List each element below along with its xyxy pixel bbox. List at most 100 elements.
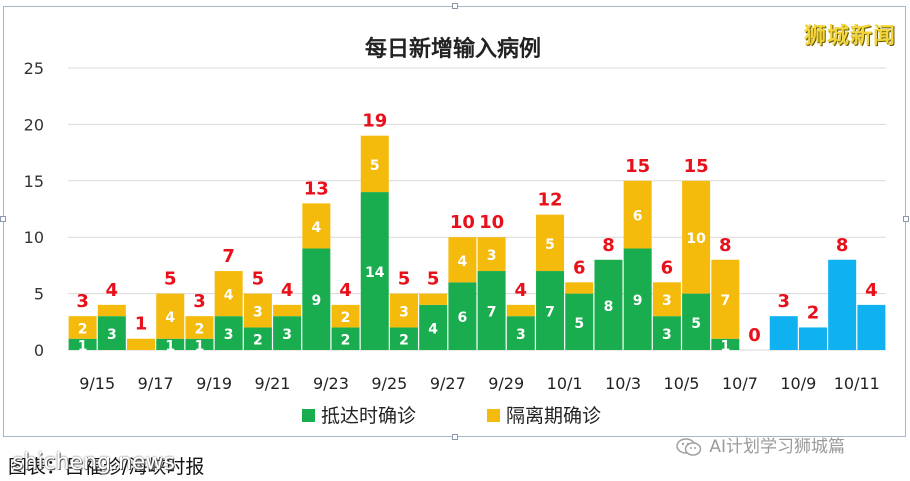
x-tick-label: 9/25 [371, 374, 407, 393]
segment-label-arrival: 3 [282, 327, 292, 343]
segment-label-arrival: 9 [311, 293, 321, 309]
segment-label-arrival: 1 [720, 338, 730, 354]
total-label: 4 [106, 280, 119, 301]
bar-recent [798, 327, 827, 350]
segment-label-quarantine: 2 [341, 310, 351, 326]
segment-label-arrival: 9 [633, 293, 643, 309]
total-label: 3 [193, 291, 206, 312]
segment-label-arrival: 3 [107, 327, 117, 343]
bar-arrival [243, 327, 272, 350]
segment-label-arrival: 3 [662, 327, 672, 343]
bar-quarantine [360, 135, 389, 193]
resize-handle-bottom[interactable] [452, 434, 458, 440]
bar-quarantine [536, 214, 565, 272]
bar-quarantine [243, 293, 272, 328]
x-tick-label: 9/29 [488, 374, 524, 393]
segment-label-arrival: 1 [78, 338, 88, 354]
bar-arrival [652, 316, 681, 350]
resize-handle-left[interactable] [0, 216, 6, 222]
wechat-account-name: AI计划学习狮城篇 [709, 437, 846, 457]
segment-label-quarantine: 5 [370, 158, 380, 174]
total-label: 13 [304, 178, 329, 199]
bar-arrival [214, 316, 243, 350]
bar-arrival [711, 338, 740, 350]
bar-arrival [623, 248, 652, 350]
bar-arrival [331, 327, 360, 350]
x-tick-label: 9/15 [79, 374, 115, 393]
bar-arrival [302, 248, 331, 350]
bars-layer [68, 135, 886, 350]
grid-layer [68, 67, 886, 351]
segment-label-arrival: 1 [165, 338, 175, 354]
x-tick-label: 10/5 [664, 374, 700, 393]
total-label: 8 [719, 235, 732, 256]
y-tick-label: 10 [24, 228, 44, 247]
x-tick-label: 10/11 [834, 374, 880, 393]
bar-arrival [477, 271, 506, 350]
total-label: 10 [450, 212, 475, 233]
segment-label-arrival: 2 [341, 333, 351, 349]
x-tick-label: 9/21 [255, 374, 291, 393]
resize-handle-right[interactable] [903, 216, 909, 222]
y-tick-label: 25 [24, 59, 44, 78]
total-label: 5 [427, 269, 440, 290]
resize-handle-top[interactable] [452, 3, 458, 9]
segment-label-arrival: 5 [574, 316, 584, 332]
wechat-attribution: AI计划学习狮城篇 [676, 432, 845, 457]
bar-arrival [682, 293, 711, 350]
segment-label-quarantine: 4 [311, 220, 321, 236]
bar-quarantine [68, 316, 97, 339]
bar-quarantine [652, 282, 681, 317]
total-label: 6 [573, 257, 586, 278]
total-label: 15 [684, 156, 709, 177]
total-label: 6 [661, 257, 674, 278]
y-tick-label: 0 [34, 341, 44, 360]
bar-quarantine [389, 293, 418, 328]
bar-quarantine [419, 293, 448, 305]
segment-label-arrival: 5 [691, 316, 701, 332]
bar-arrival [273, 316, 302, 350]
x-tick-label: 10/7 [722, 374, 758, 393]
bar-arrival [360, 192, 389, 350]
y-tick-label: 5 [34, 285, 44, 304]
bar-quarantine [448, 237, 477, 283]
total-label: 4 [515, 280, 528, 301]
y-tick-label: 15 [24, 172, 44, 191]
bar-quarantine [127, 338, 156, 350]
segment-label-quarantine: 2 [78, 321, 88, 337]
total-label: 19 [362, 111, 387, 132]
x-tick-label: 9/17 [138, 374, 174, 393]
total-label: 8 [602, 235, 615, 256]
segment-label-arrival: 8 [604, 299, 614, 315]
legend: 抵达时确诊 隔离期确诊 [302, 405, 601, 427]
total-label: 3 [76, 291, 89, 312]
total-label: 4 [281, 280, 294, 301]
segment-label-arrival: 2 [399, 333, 409, 349]
bar-quarantine [302, 203, 331, 249]
bar-arrival [594, 259, 623, 350]
total-label: 4 [339, 280, 352, 301]
y-tick-label: 20 [24, 115, 44, 134]
bar-arrival [506, 316, 535, 350]
segment-label-arrival: 7 [487, 305, 497, 321]
segment-label-arrival: 2 [253, 333, 263, 349]
bar-arrival [536, 271, 565, 350]
bar-quarantine [214, 271, 243, 317]
labels-layer: 1233411451233472353494132241451923545641… [76, 111, 877, 355]
segment-label-quarantine: 4 [458, 254, 468, 270]
bar-quarantine [682, 180, 711, 294]
segment-label-arrival: 7 [545, 305, 555, 321]
segment-label-quarantine: 2 [195, 321, 205, 337]
bar-recent [857, 304, 886, 350]
x-tick-label: 10/1 [547, 374, 583, 393]
total-label: 8 [836, 235, 849, 256]
bar-arrival [419, 304, 448, 350]
segment-label-arrival: 3 [224, 327, 234, 343]
segment-label-quarantine: 4 [224, 288, 234, 304]
total-label: 5 [164, 269, 177, 290]
bar-quarantine [506, 304, 535, 317]
segment-label-quarantine: 5 [545, 237, 555, 253]
legend-swatch-arrival [302, 409, 315, 422]
x-tick-label: 10/3 [605, 374, 641, 393]
bar-arrival [389, 327, 418, 350]
